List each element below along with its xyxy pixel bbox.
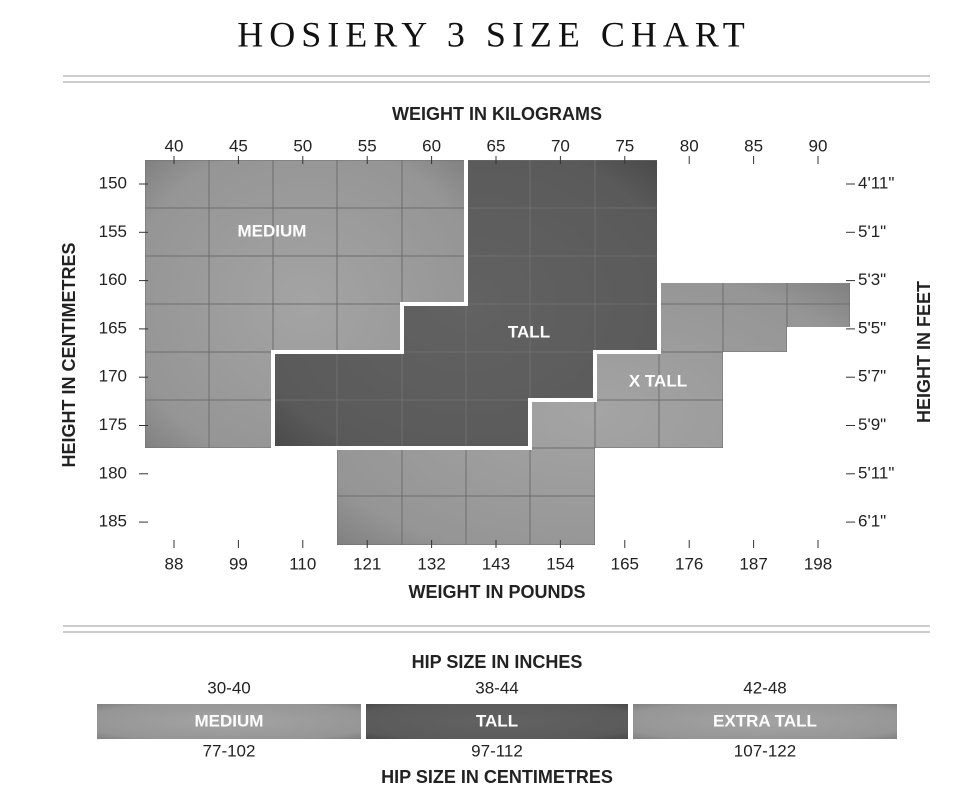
y-tick-label: 5'9"	[858, 415, 886, 434]
region-x-tall	[337, 283, 850, 545]
axis-title: HEIGHT IN CENTIMETRES	[59, 242, 79, 467]
x-tick-label: 198	[804, 554, 832, 573]
hip-bar-label: EXTRA TALL	[713, 711, 817, 730]
axis-title: HEIGHT IN FEET	[914, 281, 934, 423]
hip-bar	[366, 704, 628, 739]
y-tick-label: 5'5"	[858, 318, 886, 337]
x-tick-label: 50	[293, 136, 312, 155]
y-tick-label: 150	[99, 173, 127, 192]
axis-title: HIP SIZE IN CENTIMETRES	[381, 767, 613, 787]
hip-cm: 97-112	[471, 741, 523, 760]
y-tick-label: 175	[99, 415, 127, 434]
y-tick-label: 6'1"	[858, 512, 886, 531]
x-tick-label: 70	[551, 136, 570, 155]
y-tick-label: 5'1"	[858, 222, 886, 241]
hip-inches: 30-40	[207, 678, 250, 697]
x-tick-label: 187	[739, 554, 767, 573]
hip-bar-label: MEDIUM	[195, 711, 264, 730]
y-tick-label: 160	[99, 270, 127, 289]
x-tick-label: 75	[615, 136, 634, 155]
hip-bar	[97, 704, 361, 739]
title: HOSIERY 3 SIZE CHART	[237, 14, 751, 54]
x-tick-label: 60	[422, 136, 441, 155]
y-tick-label: 170	[99, 367, 127, 386]
hip-cm: 107-122	[734, 741, 796, 760]
x-tick-label: 80	[680, 136, 699, 155]
y-tick-label: 180	[99, 463, 127, 482]
hip-inches: 38-44	[475, 678, 518, 697]
x-tick-label: 55	[358, 136, 377, 155]
region-border	[273, 160, 661, 450]
region-label: X TALL	[629, 371, 687, 390]
axis-title: WEIGHT IN POUNDS	[408, 582, 585, 602]
x-tick-label: 176	[675, 554, 703, 573]
x-tick-label: 99	[229, 554, 248, 573]
hip-inches: 42-48	[743, 678, 786, 697]
y-tick-label: 155	[99, 222, 127, 241]
x-tick-label: 65	[487, 136, 506, 155]
region-label: MEDIUM	[238, 221, 307, 240]
y-tick-label: 5'3"	[858, 270, 886, 289]
region-border	[271, 160, 468, 448]
x-tick-label: 88	[165, 554, 184, 573]
hip-cm: 77-102	[203, 741, 256, 760]
hip-bar-label: TALL	[476, 711, 518, 730]
x-tick-label: 90	[809, 136, 828, 155]
hip-bar	[633, 704, 897, 739]
x-tick-label: 165	[611, 554, 639, 573]
axis-title: WEIGHT IN KILOGRAMS	[392, 104, 602, 124]
x-tick-label: 143	[482, 554, 510, 573]
x-tick-label: 110	[289, 554, 316, 573]
y-tick-label: 185	[99, 512, 127, 531]
x-tick-label: 121	[353, 554, 381, 573]
x-tick-label: 40	[165, 136, 184, 155]
y-tick-label: 5'7"	[858, 367, 886, 386]
x-tick-label: 45	[229, 136, 248, 155]
x-tick-label: 85	[744, 136, 763, 155]
x-tick-label: 154	[546, 554, 574, 573]
y-tick-label: 165	[99, 318, 127, 337]
y-tick-label: 4'11"	[858, 173, 894, 192]
y-tick-label: 5'11"	[858, 463, 894, 482]
region-label: TALL	[508, 322, 550, 341]
x-tick-label: 132	[417, 554, 445, 573]
axis-title: HIP SIZE IN INCHES	[412, 652, 583, 672]
